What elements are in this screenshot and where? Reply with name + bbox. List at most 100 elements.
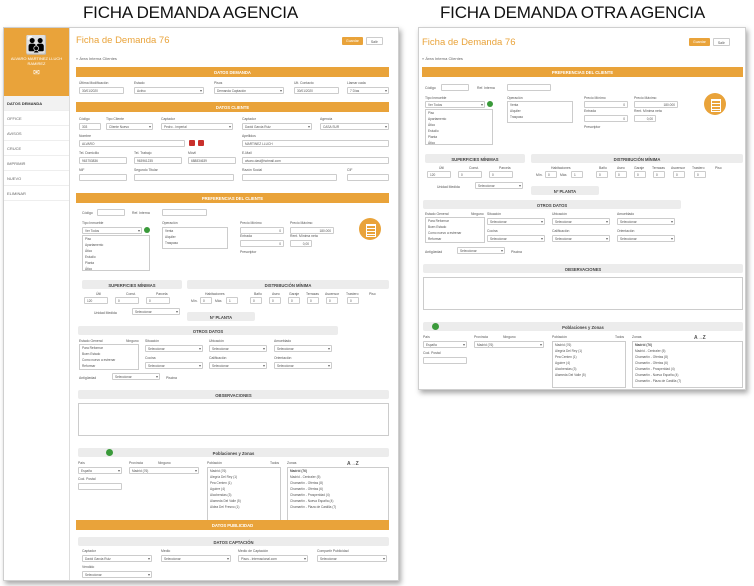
list-item[interactable]: Alquiler bbox=[165, 235, 176, 239]
list-item[interactable]: Piso bbox=[85, 237, 92, 241]
tipo-inmueble-select[interactable]: Ver Todos bbox=[425, 101, 485, 108]
exit-button[interactable]: Salir bbox=[712, 38, 730, 46]
list-item[interactable]: Apartamento bbox=[428, 117, 447, 121]
orientacion-select[interactable]: Seleccionar bbox=[617, 235, 675, 242]
razon-social-field[interactable] bbox=[242, 174, 337, 181]
captador-select[interactable]: David Garcia Ruiz bbox=[82, 555, 152, 562]
sidebar-item-office[interactable]: OFFICE bbox=[4, 111, 69, 126]
pais-select[interactable]: España bbox=[423, 341, 467, 348]
cod-postal-field[interactable] bbox=[78, 483, 122, 490]
list-item[interactable]: Piso bbox=[428, 111, 435, 115]
nombre-field[interactable]: ALVARO bbox=[79, 140, 185, 147]
estado-select[interactable]: Activo bbox=[134, 87, 204, 94]
sidebar-item-imprimir[interactable]: IMPRIMIR bbox=[4, 156, 69, 171]
ultima-modificacion-field[interactable]: 30/01/2020 bbox=[79, 87, 124, 94]
aseo-field[interactable]: 0 bbox=[615, 171, 627, 178]
list-item[interactable]: Traspaso bbox=[165, 241, 179, 245]
list-item[interactable]: Madrid - Centraler (5) bbox=[290, 475, 321, 479]
amueblado-select[interactable]: Seleccionar bbox=[617, 218, 675, 225]
ascensor-field[interactable]: 0 bbox=[326, 297, 338, 304]
unidad-medida-select[interactable]: Seleccionar bbox=[475, 182, 523, 189]
pais-select[interactable]: España bbox=[78, 467, 122, 474]
unidad-medida-select[interactable]: Seleccionar bbox=[132, 308, 180, 315]
bano-field[interactable]: 0 bbox=[250, 297, 262, 304]
ult-contacto-field[interactable]: 30/01/2020 bbox=[294, 87, 339, 94]
calificacion-select[interactable]: Seleccionar bbox=[552, 235, 610, 242]
list-item[interactable]: Ático bbox=[428, 141, 436, 145]
operacion-list[interactable]: Venta Alquiler Traspaso bbox=[507, 101, 573, 123]
parcela-field[interactable]: 0 bbox=[146, 297, 170, 304]
sort-az-icon[interactable]: A→Z bbox=[694, 335, 706, 341]
tipo-cliente-select[interactable]: Cliente Nuevo bbox=[106, 123, 153, 130]
terrazas-field[interactable]: 0 bbox=[307, 297, 319, 304]
email-field[interactable]: alvaro.dasi@hotmail.com bbox=[242, 157, 389, 164]
list-item[interactable]: Reformar bbox=[82, 364, 96, 368]
list-item[interactable]: Planta bbox=[428, 135, 438, 139]
agencia-select[interactable]: CASA SUR bbox=[320, 123, 389, 130]
tel-domicilio-field[interactable]: 963753836 bbox=[79, 157, 127, 164]
list-item[interactable]: Alameda Del Valle (5) bbox=[210, 499, 241, 503]
list-item[interactable]: Venta bbox=[510, 103, 519, 107]
calculator-icon[interactable] bbox=[704, 93, 726, 115]
habitaciones-max[interactable]: 1 bbox=[226, 297, 238, 304]
calculator-icon[interactable] bbox=[359, 218, 381, 240]
list-item[interactable]: Chamartín - Prosperidad (4) bbox=[290, 493, 330, 497]
garaje-field[interactable]: 0 bbox=[634, 171, 646, 178]
breadcrumb[interactable]: « Área Interna Clientes bbox=[76, 56, 117, 61]
zonas-list[interactable]: Madrid (76) Madrid - Centraler (5) Chama… bbox=[632, 341, 743, 388]
list-item[interactable]: Chamartín - Ofertas (8) bbox=[635, 355, 668, 359]
antiguedad-select[interactable]: Seleccionar bbox=[457, 247, 505, 254]
estado-general-list[interactable]: Para Reformar Buen Estado Como nuevo a e… bbox=[425, 217, 485, 243]
captador-select[interactable]: Pedro - Imperial bbox=[161, 123, 233, 130]
observaciones-textarea[interactable] bbox=[78, 403, 389, 436]
add-icon[interactable] bbox=[106, 449, 113, 456]
list-item[interactable]: Pea Centen (1) bbox=[555, 355, 577, 359]
list-item[interactable]: Alameda Del Valle (5) bbox=[555, 373, 586, 377]
precio-max-field[interactable]: 180.000 bbox=[290, 227, 334, 234]
antiguedad-select[interactable]: Seleccionar bbox=[112, 373, 160, 380]
ubicacion-select[interactable]: Seleccionar bbox=[209, 345, 267, 352]
list-item[interactable]: Aguirre (4) bbox=[555, 361, 571, 365]
segundo-titular-field[interactable] bbox=[134, 174, 234, 181]
cocina-select[interactable]: Seleccionar bbox=[145, 362, 203, 369]
list-item[interactable]: Chamartín - Plaza de Castilla (7) bbox=[635, 379, 682, 383]
list-item[interactable]: Para Reformar bbox=[82, 346, 103, 350]
list-item[interactable]: Alegría Del Rey (1) bbox=[210, 475, 238, 479]
cocina-select[interactable]: Seleccionar bbox=[487, 235, 545, 242]
list-item[interactable]: Como nuevo a estrenar bbox=[428, 231, 462, 235]
list-item[interactable]: Madrid (76) bbox=[210, 469, 227, 473]
situacion-select[interactable]: Seleccionar bbox=[487, 218, 545, 225]
habitaciones-min[interactable]: 0 bbox=[200, 297, 212, 304]
list-item[interactable]: Chamartín - Nueva España (4) bbox=[635, 373, 679, 377]
list-item[interactable]: Madrid (76) bbox=[555, 343, 572, 347]
refresh-icon[interactable] bbox=[144, 227, 150, 233]
list-item[interactable]: Traspaso bbox=[510, 115, 524, 119]
ref-interna-field[interactable] bbox=[162, 209, 207, 216]
sidebar-item-eliminar[interactable]: ELIMINAR bbox=[4, 186, 69, 201]
tipo-inmueble-select[interactable]: Ver Todos bbox=[82, 227, 142, 234]
const-field[interactable]: 0 bbox=[458, 171, 482, 178]
util-field[interactable]: 120 bbox=[84, 297, 108, 304]
movil-field[interactable]: 688834639 bbox=[188, 157, 236, 164]
list-item[interactable]: Chamartín - Prosperidad (4) bbox=[635, 367, 675, 371]
tipo-inmueble-list[interactable]: Piso Apartamento Ático Estudio Planta Át… bbox=[82, 235, 150, 271]
captador2-select[interactable]: David Garcia Ruiz bbox=[242, 123, 312, 130]
bano-field[interactable]: 0 bbox=[596, 171, 608, 178]
provincia-select[interactable]: Madrid (76) bbox=[474, 341, 544, 348]
aseo-field[interactable]: 0 bbox=[269, 297, 281, 304]
list-item[interactable]: Madrid - Centraler (5) bbox=[635, 349, 666, 353]
habitaciones-min[interactable]: 0 bbox=[545, 171, 557, 178]
cod-postal-field[interactable] bbox=[423, 357, 467, 364]
list-item[interactable]: Alcobendas (3) bbox=[555, 367, 577, 371]
poblaciones-list[interactable]: Madrid (76) Alegría Del Rey (1) Pea Cent… bbox=[207, 467, 281, 523]
add-icon[interactable] bbox=[432, 323, 439, 330]
cif-field[interactable] bbox=[347, 174, 389, 181]
refresh-icon[interactable] bbox=[487, 101, 493, 107]
llamar-cada-select[interactable]: 7 Días bbox=[347, 87, 389, 94]
const-field[interactable]: 0 bbox=[115, 297, 139, 304]
estado-general-list[interactable]: Para Reformar Buen Estado Como nuevo a e… bbox=[79, 344, 139, 370]
list-item[interactable]: Alquiler bbox=[510, 109, 521, 113]
list-item[interactable]: Alegría Del Rey (1) bbox=[555, 349, 583, 353]
ascensor-field[interactable]: 0 bbox=[673, 171, 685, 178]
list-item[interactable]: Buen Estado bbox=[428, 225, 447, 229]
